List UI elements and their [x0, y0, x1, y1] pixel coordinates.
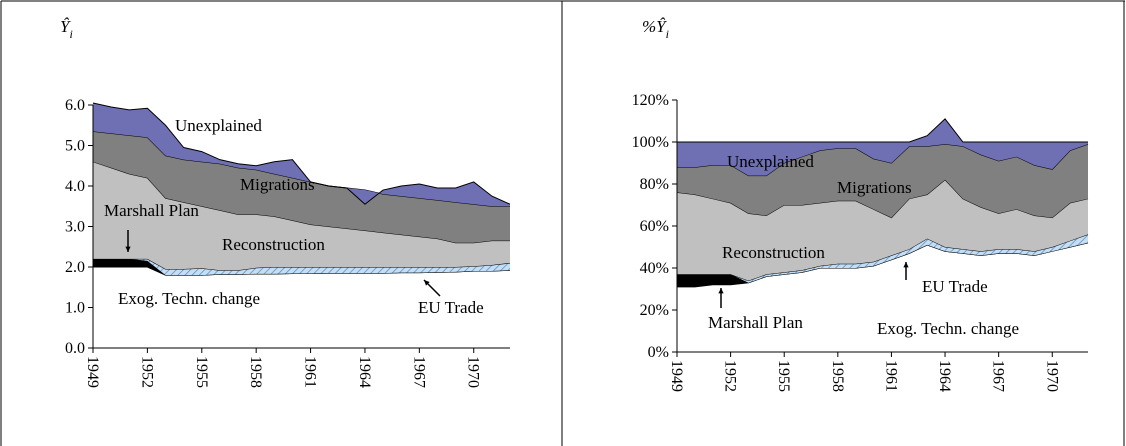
- area-edge: [92, 102, 511, 205]
- y-tick-label: 6.0: [65, 97, 85, 114]
- series-label: Migrations: [837, 178, 912, 197]
- y-tick-label: 40%: [640, 260, 669, 277]
- y-tick-label: 0%: [648, 344, 669, 361]
- x-tick-label: 1970: [465, 356, 482, 388]
- x-tick-label: 1958: [829, 360, 846, 392]
- x-tick-label: 1952: [722, 360, 739, 392]
- y-tick-label: 120%: [632, 92, 669, 109]
- series-label: Marshall Plan: [104, 201, 199, 220]
- y-tick-label: 5.0: [65, 138, 85, 155]
- y-tick-label: 1.0: [65, 300, 85, 317]
- y-title-sub: i: [69, 27, 72, 41]
- arrow-head: [125, 246, 131, 252]
- series-label: Reconstruction: [222, 235, 325, 254]
- y-title-main: %Ŷ: [642, 17, 667, 36]
- area: [677, 179, 1088, 281]
- area: [93, 267, 510, 348]
- y-tick-label: 3.0: [65, 219, 85, 236]
- y-tick-label: 2.0: [65, 259, 85, 276]
- y-tick-label: 100%: [632, 134, 669, 151]
- area-edge: [92, 161, 510, 244]
- series-label: Exog. Techn. change: [118, 289, 260, 308]
- x-tick-label: 1961: [882, 360, 899, 392]
- area: [93, 102, 510, 207]
- area: [677, 242, 1088, 352]
- series-label: Marshall Plan: [708, 313, 803, 332]
- x-tick-label: 1955: [193, 356, 210, 388]
- y-title: Ŷi: [60, 17, 73, 41]
- series-label: Reconstruction: [722, 243, 825, 262]
- x-tick-label: 1964: [356, 356, 373, 388]
- x-tick-label: 1967: [410, 356, 427, 388]
- series-label: Migrations: [240, 175, 315, 194]
- x-tick-label: 1952: [138, 356, 155, 388]
- y-title: %Ŷi: [642, 17, 669, 41]
- area: [677, 118, 1088, 176]
- area: [677, 242, 1088, 287]
- area-edge: [677, 118, 1088, 143]
- series-label: Unexplained: [175, 116, 262, 135]
- series-label: EU Trade: [922, 277, 988, 296]
- y-tick-label: 80%: [640, 176, 669, 193]
- area: [93, 161, 510, 271]
- arrow-head: [718, 288, 724, 294]
- series-label: EU Trade: [418, 298, 484, 317]
- x-tick-label: 1970: [1043, 360, 1060, 392]
- x-tick-label: 1967: [990, 360, 1007, 392]
- x-tick-label: 1961: [302, 356, 319, 388]
- x-tick-label: 1958: [247, 356, 264, 388]
- x-tick-label: 1949: [668, 360, 685, 392]
- area: [677, 144, 1088, 218]
- arrow-head: [424, 280, 430, 286]
- x-tick-label: 1955: [775, 360, 792, 392]
- y-title-main: Ŷ: [60, 17, 71, 36]
- x-tick-label: 1949: [84, 356, 101, 388]
- series-label: Unexplained: [727, 152, 814, 171]
- y-tick-label: 20%: [640, 302, 669, 319]
- area: [93, 131, 510, 243]
- series-label: Exog. Techn. change: [877, 319, 1019, 338]
- arrow-head: [903, 262, 909, 268]
- y-tick-label: 4.0: [65, 178, 85, 195]
- y-tick-label: 60%: [640, 218, 669, 235]
- area: [93, 258, 510, 276]
- y-title-sub: i: [666, 27, 669, 41]
- y-tick-label: 0.0: [65, 340, 85, 357]
- x-tick-label: 1964: [936, 360, 953, 392]
